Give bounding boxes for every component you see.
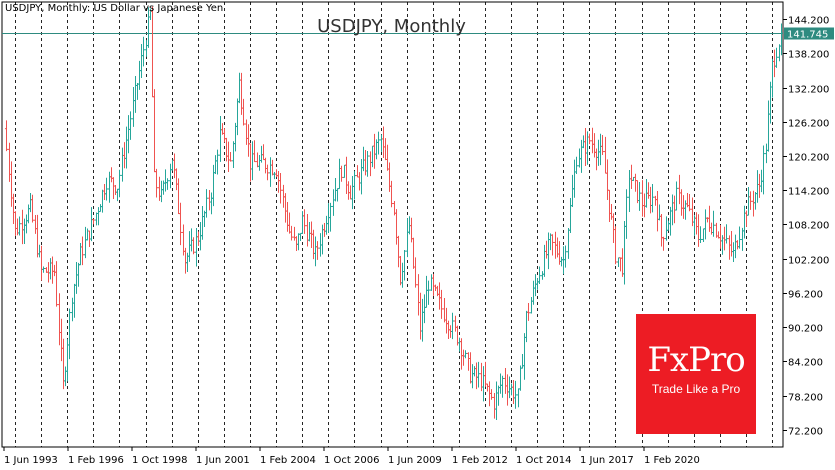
current-price-tag bbox=[784, 27, 834, 40]
fxpro-logo: FxPro Trade Like a Pro bbox=[636, 314, 756, 434]
x-tick-label: 1 Feb 2004 bbox=[260, 455, 316, 466]
y-tick-label: 138.200 bbox=[788, 50, 829, 61]
x-tick-label: 1 Feb 2020 bbox=[644, 455, 700, 466]
x-tick-label: 1 Oct 2014 bbox=[516, 455, 571, 466]
chart-title: USDJPY, Monthly bbox=[317, 16, 466, 37]
x-tick-label: 1 Jun 2009 bbox=[388, 455, 442, 466]
y-tick-label: 114.200 bbox=[788, 187, 829, 198]
y-tick-label: 84.200 bbox=[788, 358, 823, 369]
x-tick-label: 1 Feb 2012 bbox=[452, 455, 508, 466]
y-tick-label: 72.200 bbox=[788, 427, 823, 438]
y-tick-label: 120.200 bbox=[788, 153, 829, 164]
current-price-label: 141.745 bbox=[787, 30, 828, 41]
brand-name: FxPro bbox=[647, 340, 745, 380]
x-tick-label: 1 Feb 1996 bbox=[68, 455, 124, 466]
x-tick-label: 1 Jun 2017 bbox=[580, 455, 634, 466]
y-tick-label: 132.200 bbox=[788, 85, 829, 96]
y-tick-label: 108.200 bbox=[788, 221, 829, 232]
y-tick-label: 144.200 bbox=[788, 16, 829, 27]
symbol-header: USDJPY, Monthly: US Dollar vs Japanese Y… bbox=[5, 3, 224, 14]
y-tick-label: 102.200 bbox=[788, 256, 829, 267]
y-tick-label: 96.200 bbox=[788, 290, 823, 301]
y-tick-label: 78.200 bbox=[788, 393, 823, 404]
brand-tagline: Trade Like a Pro bbox=[651, 382, 741, 396]
y-tick-label: 126.200 bbox=[788, 119, 829, 130]
x-tick-label: 1 Oct 2006 bbox=[324, 455, 379, 466]
x-tick-label: 1 Jun 1993 bbox=[4, 455, 58, 466]
x-tick-label: 1 Oct 1998 bbox=[132, 455, 187, 466]
y-tick-label: 90.200 bbox=[788, 324, 823, 335]
x-tick-label: 1 Jun 2001 bbox=[196, 455, 250, 466]
